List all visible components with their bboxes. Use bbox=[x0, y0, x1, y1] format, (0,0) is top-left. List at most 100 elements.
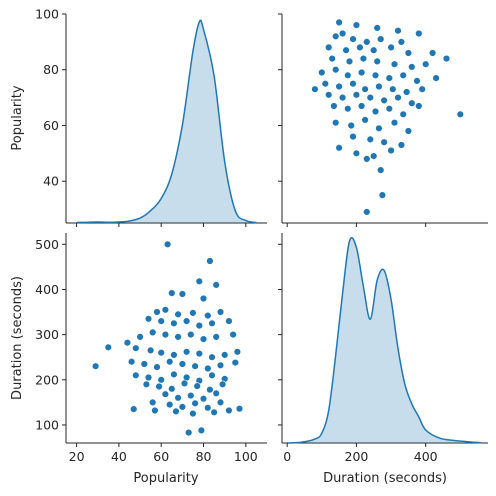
scatter-point bbox=[357, 102, 366, 110]
scatter-point bbox=[352, 21, 361, 29]
scatter-point bbox=[155, 382, 163, 391]
x-tick-label: 60 bbox=[153, 449, 169, 464]
scatter-point bbox=[161, 306, 170, 314]
scatter-point bbox=[163, 240, 172, 249]
scatter-point bbox=[390, 118, 399, 127]
scatter-point bbox=[204, 364, 212, 373]
scatter-point bbox=[377, 166, 385, 174]
scatter-point bbox=[432, 74, 440, 82]
scatter-point bbox=[378, 191, 387, 199]
duration-kde-marks bbox=[287, 236, 482, 444]
scatter-point bbox=[166, 358, 174, 366]
scatter-point bbox=[349, 132, 357, 141]
scatter-point bbox=[394, 27, 402, 35]
scatter-point bbox=[208, 371, 216, 379]
duration-vs-popularity-marks bbox=[91, 240, 244, 437]
scatter-point bbox=[375, 82, 383, 91]
scatter-point bbox=[153, 363, 161, 371]
scatter-point bbox=[149, 328, 157, 337]
scatter-point bbox=[389, 85, 397, 93]
scatter-point bbox=[394, 93, 402, 102]
scatter-point bbox=[363, 155, 371, 163]
panel-duration-kde bbox=[281, 233, 488, 444]
scatter-point bbox=[402, 88, 411, 96]
scatter-point bbox=[132, 344, 140, 352]
scatter-point bbox=[140, 360, 149, 368]
panel-popularity-kde bbox=[65, 14, 267, 224]
scatter-point bbox=[210, 408, 218, 416]
scatter-point bbox=[380, 96, 388, 105]
scatter-point bbox=[199, 395, 208, 403]
scatter-point bbox=[349, 79, 357, 88]
scatter-point bbox=[366, 93, 374, 102]
scatter-point bbox=[123, 339, 132, 347]
scatter-point bbox=[195, 349, 204, 358]
scatter-point bbox=[387, 43, 395, 52]
y-tick-label: 500 bbox=[35, 237, 59, 252]
scatter-point bbox=[359, 54, 368, 63]
scatter-point bbox=[311, 85, 319, 93]
scatter-point bbox=[212, 333, 220, 341]
scatter-point bbox=[456, 110, 464, 119]
scatter-point bbox=[170, 370, 178, 379]
scatter-point bbox=[182, 317, 191, 325]
scatter-point bbox=[404, 49, 413, 57]
y-tick-label: 100 bbox=[35, 417, 59, 432]
scatter-point bbox=[189, 409, 197, 418]
scatter-point bbox=[193, 382, 201, 390]
x-tick-label: 100 bbox=[234, 449, 258, 464]
scatter-point bbox=[216, 308, 225, 316]
x-axis-title-popularity: Popularity bbox=[133, 471, 198, 486]
scatter-point bbox=[387, 146, 395, 155]
scatter-point bbox=[332, 118, 340, 127]
scatter-point bbox=[233, 348, 242, 356]
scatter-point bbox=[408, 99, 416, 107]
scatter-point bbox=[330, 102, 338, 110]
scatter-point bbox=[422, 60, 430, 68]
scatter-point bbox=[399, 110, 407, 119]
y-tick-label: 100 bbox=[35, 7, 59, 22]
scatter-point bbox=[357, 68, 366, 77]
scatter-point bbox=[189, 309, 197, 317]
scatter-point bbox=[185, 428, 193, 437]
scatter-point bbox=[338, 29, 347, 38]
scatter-point bbox=[325, 43, 333, 52]
scatter-point bbox=[178, 403, 187, 411]
scatter-point bbox=[380, 138, 388, 146]
scatter-point bbox=[318, 68, 326, 77]
scatter-point bbox=[356, 43, 364, 52]
scatter-point bbox=[191, 399, 199, 407]
scatter-point bbox=[172, 407, 180, 416]
scatter-point bbox=[161, 330, 170, 339]
scatter-point bbox=[342, 46, 350, 54]
duration-kde-fill bbox=[287, 237, 482, 443]
scatter-point bbox=[344, 71, 352, 80]
popularity-kde-marks bbox=[76, 19, 257, 224]
scatter-point bbox=[204, 311, 212, 320]
scatter-point bbox=[361, 116, 369, 124]
scatter-point bbox=[144, 315, 153, 323]
y-tick-label: 300 bbox=[35, 327, 59, 342]
scatter-point bbox=[208, 353, 216, 361]
scatter-point bbox=[170, 319, 178, 327]
scatter-point bbox=[408, 63, 416, 71]
scatter-point bbox=[174, 333, 182, 341]
panel-duration-vs-popularity bbox=[65, 233, 267, 444]
y-axis-title-duration: Duration (seconds) bbox=[10, 276, 25, 400]
scatter-point bbox=[225, 317, 233, 325]
scatter-point bbox=[221, 351, 229, 359]
scatter-point bbox=[187, 330, 195, 339]
scatter-point bbox=[415, 102, 423, 110]
panel-popularity-vs-duration bbox=[281, 14, 488, 224]
scatter-point bbox=[144, 373, 153, 382]
scatter-point bbox=[370, 46, 378, 54]
scatter-point bbox=[385, 74, 393, 82]
scatter-point bbox=[127, 358, 136, 366]
scatter-point bbox=[208, 319, 216, 327]
scatter-point bbox=[361, 85, 369, 93]
scatter-point bbox=[153, 308, 161, 316]
scatter-point bbox=[332, 32, 340, 40]
scatter-point bbox=[216, 361, 225, 369]
scatter-point bbox=[335, 144, 343, 152]
x-tick-label: 400 bbox=[414, 449, 438, 464]
